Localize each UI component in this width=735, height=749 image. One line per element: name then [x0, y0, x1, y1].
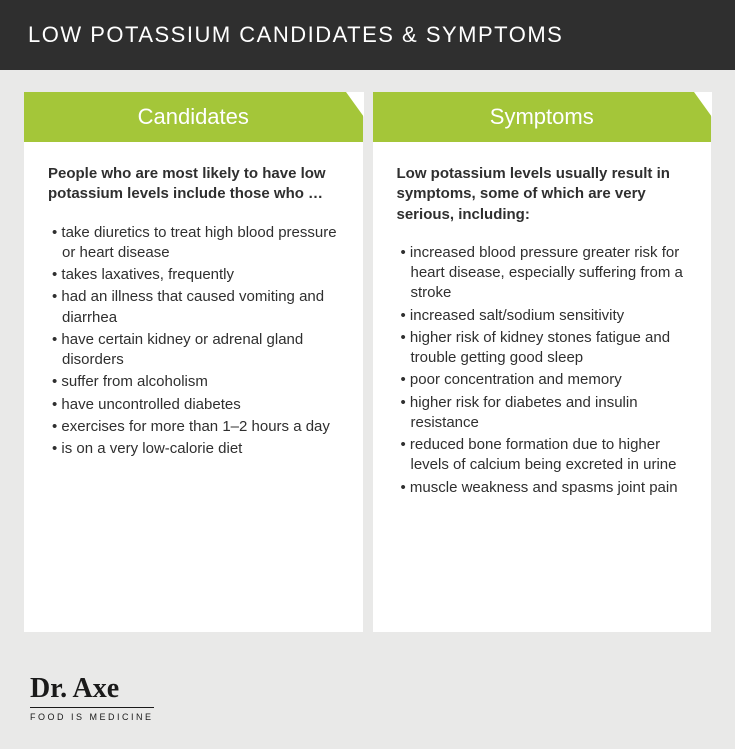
list-item: poor concentration and memory	[397, 370, 688, 390]
list-item: reduced bone formation due to higher lev…	[397, 435, 688, 476]
candidates-title: Candidates	[138, 104, 249, 130]
symptoms-intro: Low potassium levels usually result in s…	[397, 164, 688, 225]
candidates-card: Candidates People who are most likely to…	[24, 92, 363, 632]
candidates-body: People who are most likely to have low p…	[24, 142, 363, 481]
brand-block: Dr. Axe FOOD IS MEDICINE	[30, 673, 154, 725]
list-item: take diuretics to treat high blood press…	[48, 223, 339, 264]
candidates-intro: People who are most likely to have low p…	[48, 164, 339, 205]
list-item: had an illness that caused vomiting and …	[48, 287, 339, 328]
symptoms-card: Symptoms Low potassium levels usually re…	[373, 92, 712, 632]
brand-name: Dr. Axe	[30, 673, 154, 705]
symptoms-list: increased blood pressure greater risk fo…	[397, 243, 688, 498]
candidates-list: take diuretics to treat high blood press…	[48, 223, 339, 460]
page-title: LOW POTASSIUM CANDIDATES & SYMPTOMS	[28, 22, 563, 47]
columns-wrap: Candidates People who are most likely to…	[0, 70, 735, 642]
symptoms-title: Symptoms	[490, 104, 594, 130]
list-item: increased blood pressure greater risk fo…	[397, 243, 688, 304]
brand-tagline: FOOD IS MEDICINE	[30, 707, 154, 722]
list-item: higher risk for diabetes and insulin res…	[397, 393, 688, 434]
candidates-header: Candidates	[24, 92, 363, 142]
list-item: have uncontrolled diabetes	[48, 395, 339, 415]
list-item: muscle weakness and spasms joint pain	[397, 478, 688, 498]
list-item: exercises for more than 1–2 hours a day	[48, 417, 339, 437]
list-item: takes laxatives, frequently	[48, 265, 339, 285]
list-item: higher risk of kidney stones fatigue and…	[397, 328, 688, 369]
symptoms-header: Symptoms	[373, 92, 712, 142]
list-item: have certain kidney or adrenal gland dis…	[48, 330, 339, 371]
list-item: suffer from alcoholism	[48, 372, 339, 392]
list-item: is on a very low-calorie diet	[48, 439, 339, 459]
symptoms-body: Low potassium levels usually result in s…	[373, 142, 712, 520]
page-header: LOW POTASSIUM CANDIDATES & SYMPTOMS	[0, 0, 735, 70]
list-item: increased salt/sodium sensitivity	[397, 306, 688, 326]
